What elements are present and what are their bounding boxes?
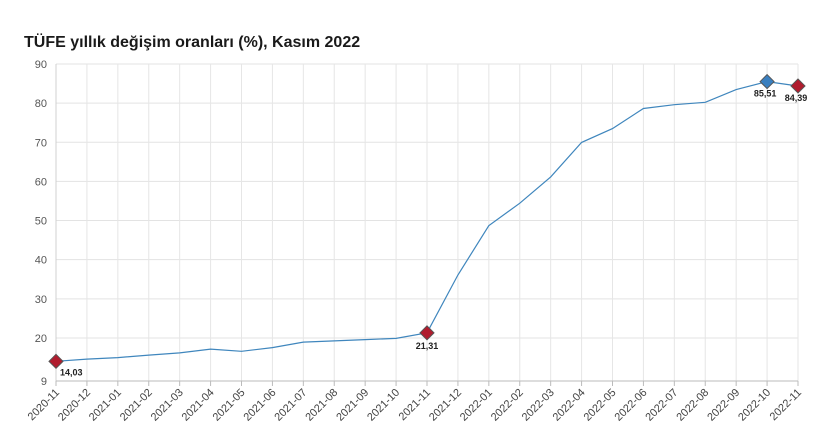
data-point-marker — [790, 78, 806, 94]
x-tick-label: 2021-04 — [180, 387, 217, 424]
x-tick-label: 2020-11 — [26, 387, 62, 423]
x-tick-label: 2022-07 — [643, 387, 680, 424]
x-tick-label: 2021-11 — [397, 387, 433, 423]
chart-title: TÜFE yıllık değişim oranları (%), Kasım … — [24, 34, 361, 51]
data-label: 21,31 — [416, 341, 439, 351]
y-tick-label: 70 — [35, 137, 47, 149]
x-tick-label: 2021-08 — [303, 387, 340, 424]
data-label: 85,51 — [754, 89, 777, 99]
y-tick-label: 80 — [35, 98, 47, 110]
y-tick-label: 50 — [35, 216, 47, 228]
y-tick-label: 40 — [35, 255, 47, 267]
x-tick-label: 2022-02 — [489, 387, 526, 424]
x-tick-label: 2021-03 — [149, 387, 186, 424]
x-tick-label: 2021-01 — [87, 387, 124, 424]
y-tick-label: 90 — [35, 59, 47, 71]
x-tick-label: 2022-05 — [582, 387, 619, 424]
data-markers: 14,03 21,31 85,51 84,39 — [48, 73, 808, 377]
x-tick-label: 2022-03 — [520, 387, 557, 424]
x-axis: 2020-112020-122021-012021-022021-032021-… — [26, 380, 804, 424]
x-tick-label: 2022-08 — [674, 387, 711, 424]
data-point-marker — [759, 73, 775, 90]
data-label: 84,39 — [785, 93, 808, 103]
data-point-marker — [419, 325, 435, 341]
data-point-marker — [48, 353, 64, 370]
y-tick-label: 20 — [35, 333, 47, 345]
x-tick-label: 2021-05 — [211, 387, 248, 424]
x-tick-label: 2022-01 — [458, 387, 495, 424]
x-tick-label: 2020-12 — [56, 387, 93, 424]
x-tick-label: 2021-12 — [427, 387, 464, 424]
x-tick-label: 2022-10 — [736, 387, 773, 424]
x-tick-label: 2022-06 — [613, 387, 650, 424]
x-tick-label: 2022-11 — [768, 387, 804, 423]
x-tick-label: 2021-10 — [365, 387, 402, 424]
x-tick-label: 2021-09 — [334, 387, 371, 424]
y-tick-label: 9 — [41, 376, 47, 388]
x-tick-label: 2021-07 — [272, 387, 309, 424]
y-tick-label: 60 — [35, 176, 47, 188]
x-tick-label: 2021-06 — [242, 387, 279, 424]
x-tick-label: 2022-09 — [705, 387, 742, 424]
x-tick-label: 2021-02 — [118, 387, 155, 424]
x-tick-label: 2022-04 — [551, 387, 588, 424]
y-tick-label: 30 — [35, 294, 47, 306]
y-axis: 9 20 30 40 50 60 70 80 90 — [35, 59, 57, 388]
data-label: 14,03 — [60, 367, 83, 377]
